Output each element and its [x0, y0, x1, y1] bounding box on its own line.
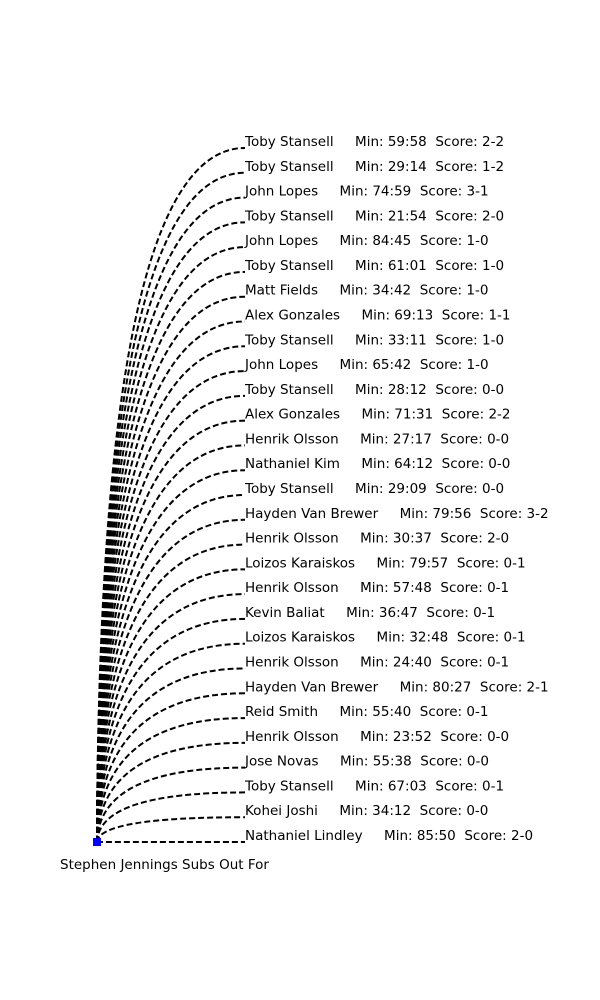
connector-line [96, 617, 246, 843]
connector-line [96, 593, 246, 843]
substitution-label: Henrik Olsson Min: 23:52 Score: 0-0 [245, 729, 509, 745]
substitution-label: Henrik Olsson Min: 27:17 Score: 0-0 [245, 431, 509, 447]
connector-line [96, 196, 246, 843]
substitution-label: Toby Stansell Min: 33:11 Score: 1-0 [244, 332, 504, 348]
origin-marker [93, 838, 101, 846]
connector-line [96, 766, 246, 843]
substitution-label: Alex Gonzales Min: 71:31 Score: 2-2 [245, 407, 511, 423]
substitution-label: Toby Stansell Min: 21:54 Score: 2-0 [244, 208, 504, 224]
substitution-label: Toby Stansell Min: 29:14 Score: 1-2 [244, 159, 504, 175]
connector-line [96, 667, 246, 843]
connector-line [96, 494, 246, 843]
substitution-label: John Lopes Min: 84:45 Score: 1-0 [244, 233, 489, 249]
substitution-label: Henrik Olsson Min: 57:48 Score: 0-1 [245, 580, 509, 596]
substitution-label: John Lopes Min: 74:59 Score: 3-1 [244, 184, 489, 200]
connector-line [96, 147, 246, 843]
substitution-label: Loizos Karaiskos Min: 32:48 Score: 0-1 [245, 630, 526, 646]
substitution-label: Alex Gonzales Min: 69:13 Score: 1-1 [245, 308, 511, 324]
substitution-label: Toby Stansell Min: 61:01 Score: 1-0 [244, 258, 504, 274]
substitution-label: Toby Stansell Min: 67:03 Score: 0-1 [244, 778, 504, 794]
substitution-label: Hayden Van Brewer Min: 80:27 Score: 2-1 [245, 679, 549, 695]
connector-line [96, 171, 246, 843]
connector-line [96, 741, 246, 843]
connector-line [96, 692, 246, 843]
substitution-label: Toby Stansell Min: 28:12 Score: 0-0 [244, 382, 504, 398]
substitution-label: Henrik Olsson Min: 30:37 Score: 2-0 [245, 531, 509, 547]
substitution-label: Matt Fields Min: 34:42 Score: 1-0 [245, 283, 488, 299]
connector-line [96, 270, 246, 843]
substitution-label: Nathaniel Kim Min: 64:12 Score: 0-0 [245, 456, 510, 472]
substitution-label: Jose Novas Min: 55:38 Score: 0-0 [244, 754, 489, 770]
substitution-label: Hayden Van Brewer Min: 79:56 Score: 3-2 [245, 506, 549, 522]
connector-line [96, 394, 246, 843]
connector-line [96, 816, 246, 843]
substitution-label: Loizos Karaiskos Min: 79:57 Score: 0-1 [245, 555, 526, 571]
substitution-labels: Toby Stansell Min: 59:58 Score: 2-2 Toby … [244, 134, 549, 844]
connector-line [96, 518, 246, 843]
substitution-label: Reid Smith Min: 55:40 Score: 0-1 [245, 704, 488, 720]
connector-line [96, 717, 246, 843]
substitution-label: Toby Stansell Min: 59:58 Score: 2-2 [244, 134, 504, 150]
substitution-label: Nathaniel Lindley Min: 85:50 Score: 2-0 [245, 828, 533, 844]
substitution-label: Toby Stansell Min: 29:09 Score: 0-0 [244, 481, 504, 497]
diagram-title: Stephen Jennings Subs Out For [60, 857, 269, 873]
substitution-label: Kevin Baliat Min: 36:47 Score: 0-1 [245, 605, 495, 621]
connector-line [96, 246, 246, 843]
connector-line [96, 791, 246, 843]
substitution-label: Henrik Olsson Min: 24:40 Score: 0-1 [245, 655, 509, 671]
connector-line [96, 295, 246, 843]
connector-line [96, 320, 246, 843]
connector-lines [96, 147, 246, 844]
substitution-label: Kohei Joshi Min: 34:12 Score: 0-0 [245, 803, 488, 819]
substitution-label: John Lopes Min: 65:42 Score: 1-0 [244, 357, 489, 373]
connector-line [96, 419, 246, 843]
